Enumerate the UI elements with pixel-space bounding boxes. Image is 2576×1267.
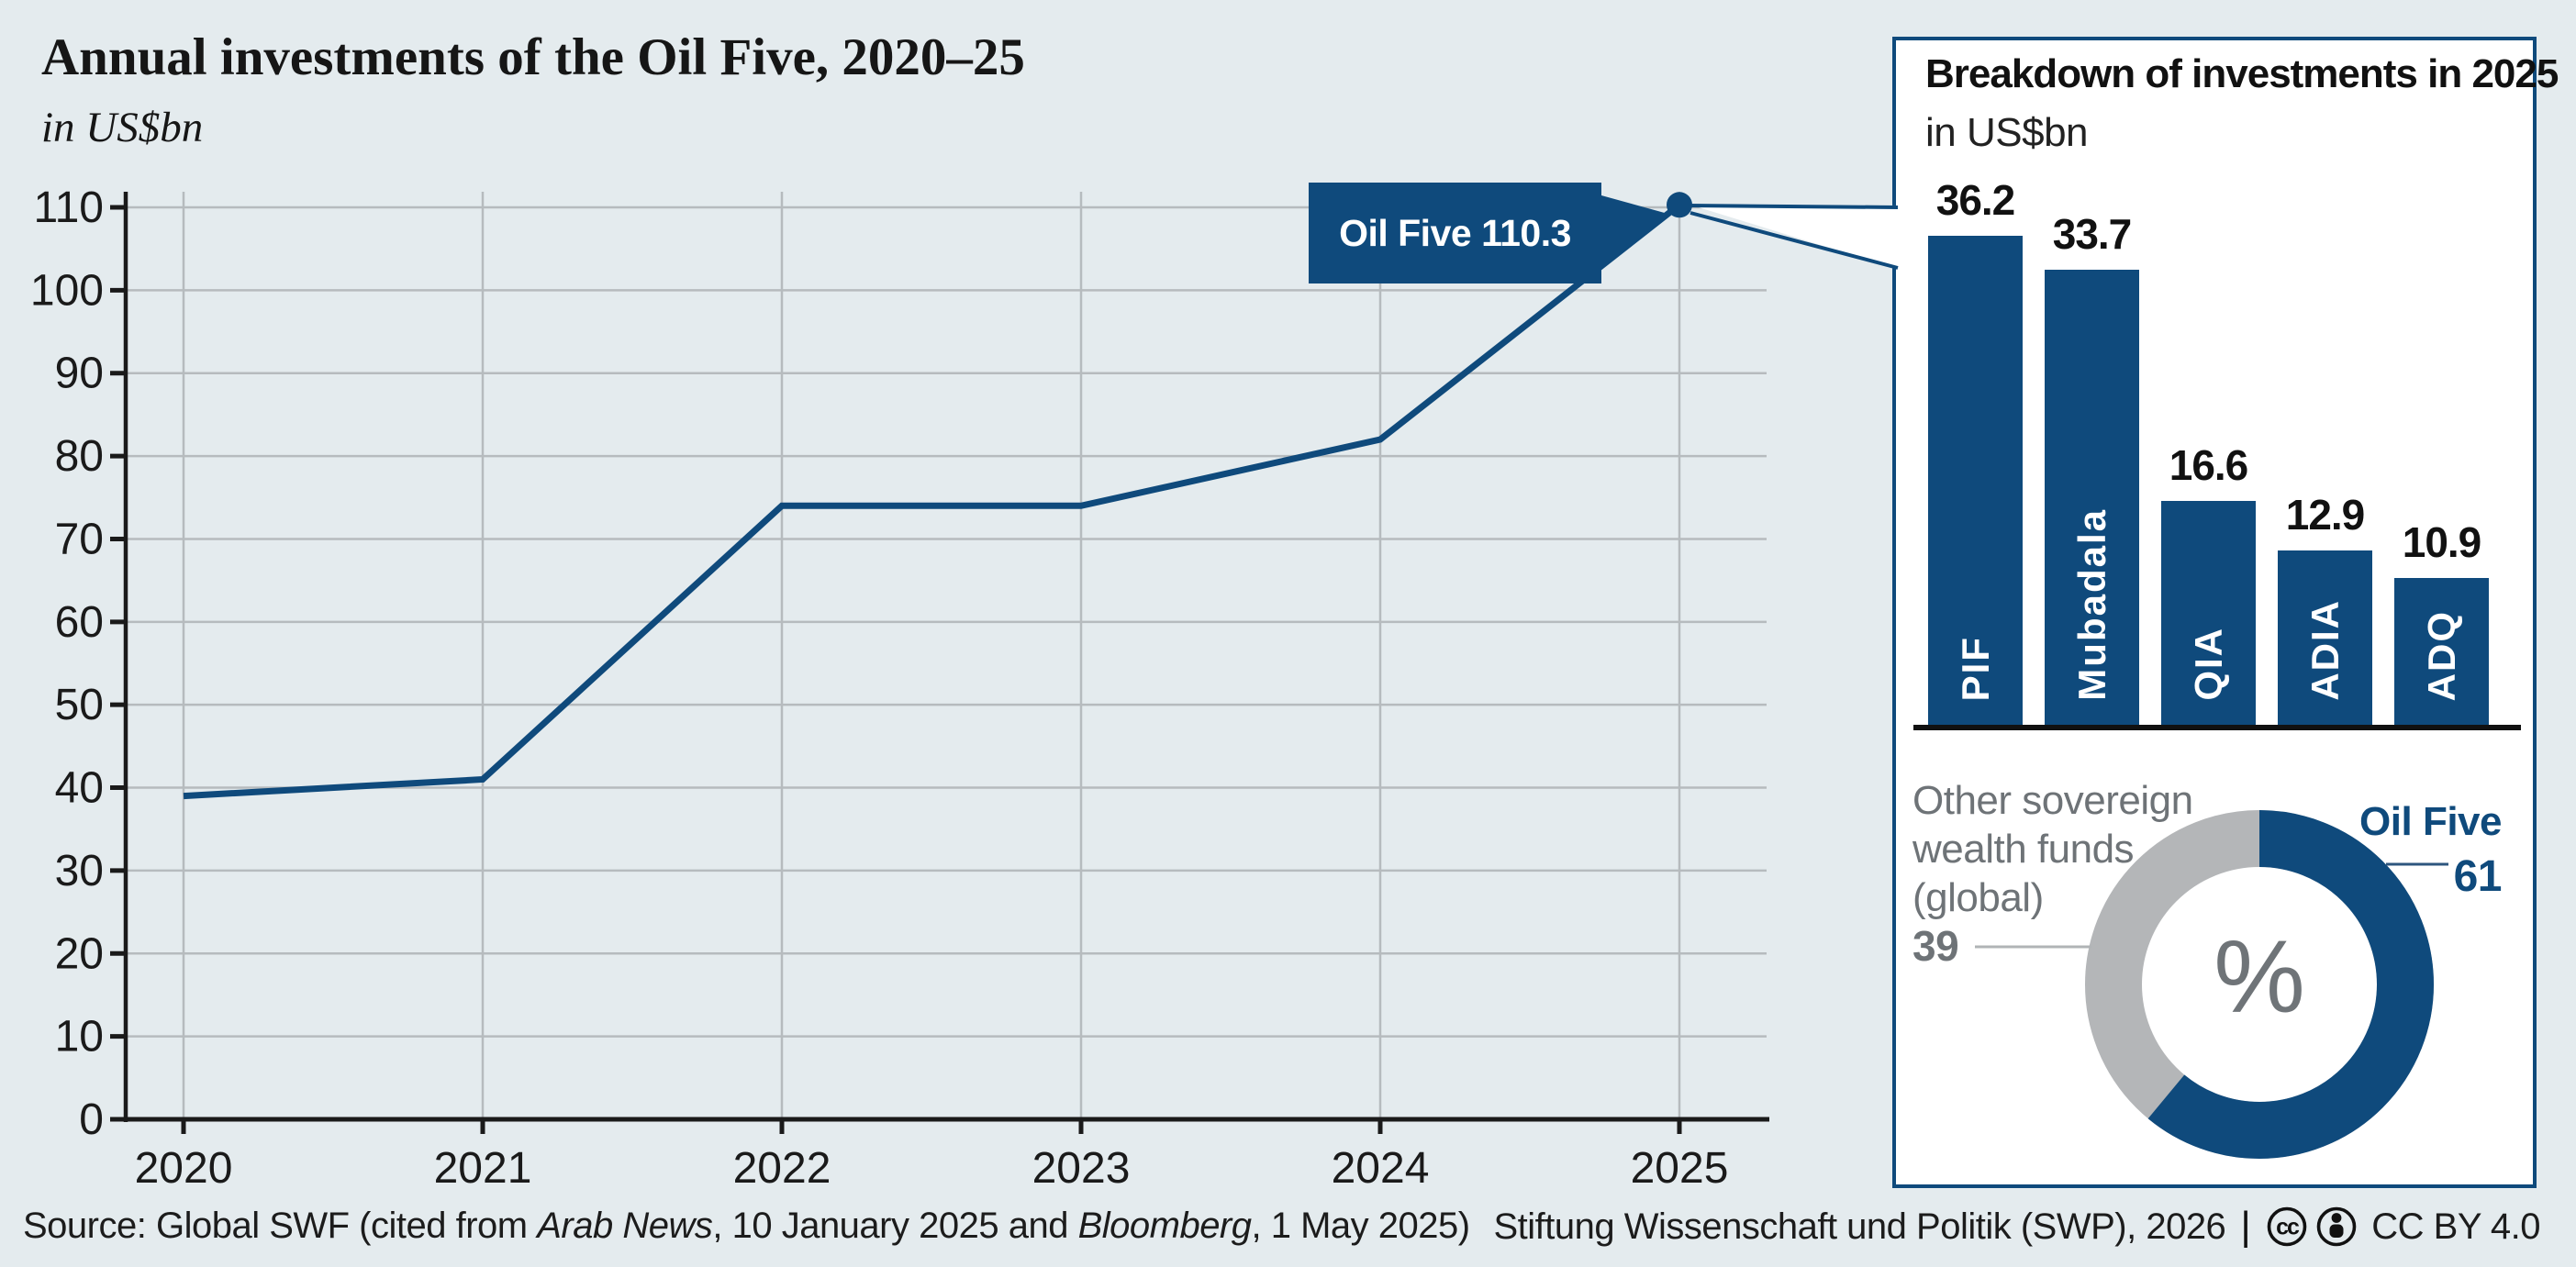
- bar-category-label: ADQ: [2419, 609, 2463, 701]
- callout-pointer: [1601, 195, 1671, 266]
- donut-other-line-3: (global): [1912, 875, 2044, 920]
- donut-label-oil-five: Oil Five 61: [2248, 798, 2502, 901]
- page-unit-label: in US$bn: [41, 104, 204, 151]
- y-tick-label: 80: [55, 432, 104, 481]
- donut-other-line-1: Other sovereign: [1912, 778, 2193, 823]
- zoom-wedge-top-edge: [1688, 204, 1899, 209]
- bar-mubadala: Mubadala: [2045, 270, 2139, 725]
- cc-icon: cc: [2267, 1206, 2307, 1247]
- x-tick-label: 2020: [135, 1144, 233, 1193]
- zoom-wedge-bottom-edge: [1689, 211, 1899, 270]
- donut-other-line-2: wealth funds: [1912, 827, 2135, 872]
- cc-by-icons: cc: [2267, 1206, 2357, 1247]
- bar-value-label: 16.6: [2169, 441, 2249, 489]
- donut-oil-five-text: Oil Five: [2359, 799, 2502, 844]
- source-publication-2: Bloomberg: [1077, 1206, 1252, 1246]
- x-tick-label: 2023: [1032, 1144, 1131, 1193]
- bar-category-label: ADIA: [2303, 599, 2347, 701]
- y-tick-label: 20: [55, 929, 104, 978]
- source-publication-1: Arab News: [537, 1206, 713, 1246]
- data-line: [183, 202, 1682, 800]
- license-text: CC BY 4.0: [2371, 1206, 2540, 1247]
- credit-note: Stiftung Wissenschaft und Politik (SWP),…: [1493, 1204, 2540, 1250]
- y-tick-label: 0: [79, 1095, 104, 1144]
- bar-adia: ADIA: [2278, 550, 2372, 725]
- source-note: Source: Global SWF (cited from Arab News…: [23, 1206, 1470, 1247]
- bar-category-label: PIF: [1953, 635, 1997, 701]
- source-text: Source: Global SWF (cited from: [23, 1206, 538, 1246]
- y-tick-label: 110: [33, 183, 104, 232]
- y-tick-label: 60: [55, 598, 104, 647]
- panel-unit-label: in US$bn: [1925, 110, 2089, 155]
- y-tick-label: 30: [55, 847, 104, 895]
- bar-qia: QIA: [2161, 501, 2256, 725]
- svg-text:cc: cc: [2276, 1215, 2300, 1240]
- bar-category-label: Mubadala: [2069, 508, 2113, 701]
- bar-value-label: 12.9: [2285, 491, 2366, 539]
- x-tick-label: 2025: [1631, 1144, 1729, 1193]
- bar-chart-baseline: [1913, 725, 2521, 730]
- x-tick-label: 2024: [1332, 1144, 1430, 1193]
- bar-value-label: 36.2: [1935, 176, 2016, 224]
- bar-value-label: 10.9: [2402, 518, 2482, 566]
- y-tick-label: 100: [30, 266, 104, 315]
- bar-value-label: 33.7: [2052, 210, 2133, 258]
- panel-title: Breakdown of investments in 2025: [1925, 51, 2559, 96]
- donut-other-value: 39: [1912, 922, 1959, 970]
- y-tick-label: 70: [55, 515, 104, 563]
- x-tick-label: 2022: [733, 1144, 831, 1193]
- y-tick-label: 10: [55, 1013, 104, 1061]
- zoom-wedge: [1687, 204, 1898, 269]
- source-text-end: , 1 May 2025): [1251, 1206, 1471, 1246]
- bar-adq: ADQ: [2394, 578, 2489, 725]
- callout-oil-five: Oil Five 110.3: [1309, 183, 1671, 283]
- callout-label: Oil Five 110.3: [1339, 211, 1571, 254]
- donut-oil-five-value: 61: [2453, 852, 2503, 901]
- y-tick-label: 40: [55, 764, 104, 813]
- attribution-icon: [2316, 1206, 2357, 1247]
- credit-text: Stiftung Wissenschaft und Politik (SWP),…: [1493, 1206, 2226, 1247]
- credit-separator: |: [2240, 1204, 2251, 1249]
- page-title: Annual investments of the Oil Five, 2020…: [41, 28, 1025, 86]
- bar-pif: PIF: [1928, 236, 2023, 725]
- y-tick-label: 50: [55, 681, 104, 729]
- source-text-middle: , 10 January 2025 and: [712, 1206, 1078, 1246]
- bar-category-label: QIA: [2186, 627, 2230, 701]
- donut-label-other-funds: Other sovereign wealth funds (global) 39: [1912, 776, 2215, 971]
- x-tick-label: 2021: [434, 1144, 532, 1193]
- y-tick-label: 90: [55, 350, 104, 398]
